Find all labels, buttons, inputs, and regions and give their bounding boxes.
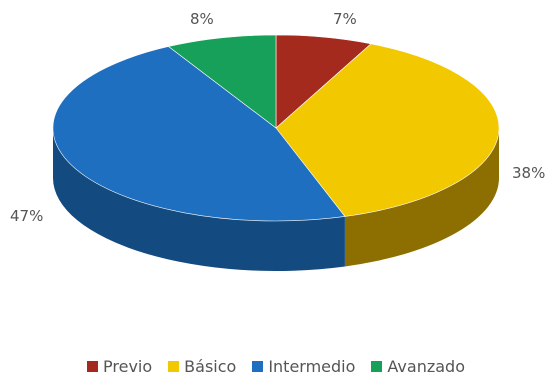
legend-label-previo: Previo bbox=[103, 357, 153, 376]
data-label-basico: 38% bbox=[512, 164, 546, 182]
legend-label-avanzado: Avanzado bbox=[387, 357, 465, 376]
legend-item-previo: Previo bbox=[87, 357, 152, 376]
legend-swatch-intermedio bbox=[252, 361, 264, 372]
data-label-intermedio: 47% bbox=[10, 207, 44, 225]
legend-item-avanzado: Avanzado bbox=[371, 357, 465, 376]
legend-item-basico: Básico bbox=[168, 357, 236, 376]
pie-chart bbox=[52, 34, 500, 272]
legend-item-intermedio: Intermedio bbox=[252, 357, 355, 376]
legend-label-basico: Básico bbox=[184, 357, 237, 376]
data-label-previo: 7% bbox=[333, 10, 357, 28]
legend-swatch-basico bbox=[168, 361, 180, 372]
chart-legend: Previo Básico Intermedio Avanzado bbox=[0, 357, 552, 376]
pie-slices bbox=[52, 34, 500, 222]
pie-side-basico bbox=[344, 128, 500, 267]
pie-side-intermedio bbox=[52, 128, 345, 272]
legend-label-intermedio: Intermedio bbox=[268, 357, 356, 376]
pie-slice-basico bbox=[275, 43, 500, 217]
pie-slice-intermedio bbox=[52, 46, 346, 222]
legend-swatch-avanzado bbox=[371, 361, 383, 372]
legend-swatch-previo bbox=[87, 361, 99, 372]
data-label-avanzado: 8% bbox=[190, 10, 214, 28]
pie-sides bbox=[52, 128, 500, 272]
pie-slice-avanzado bbox=[167, 34, 277, 129]
